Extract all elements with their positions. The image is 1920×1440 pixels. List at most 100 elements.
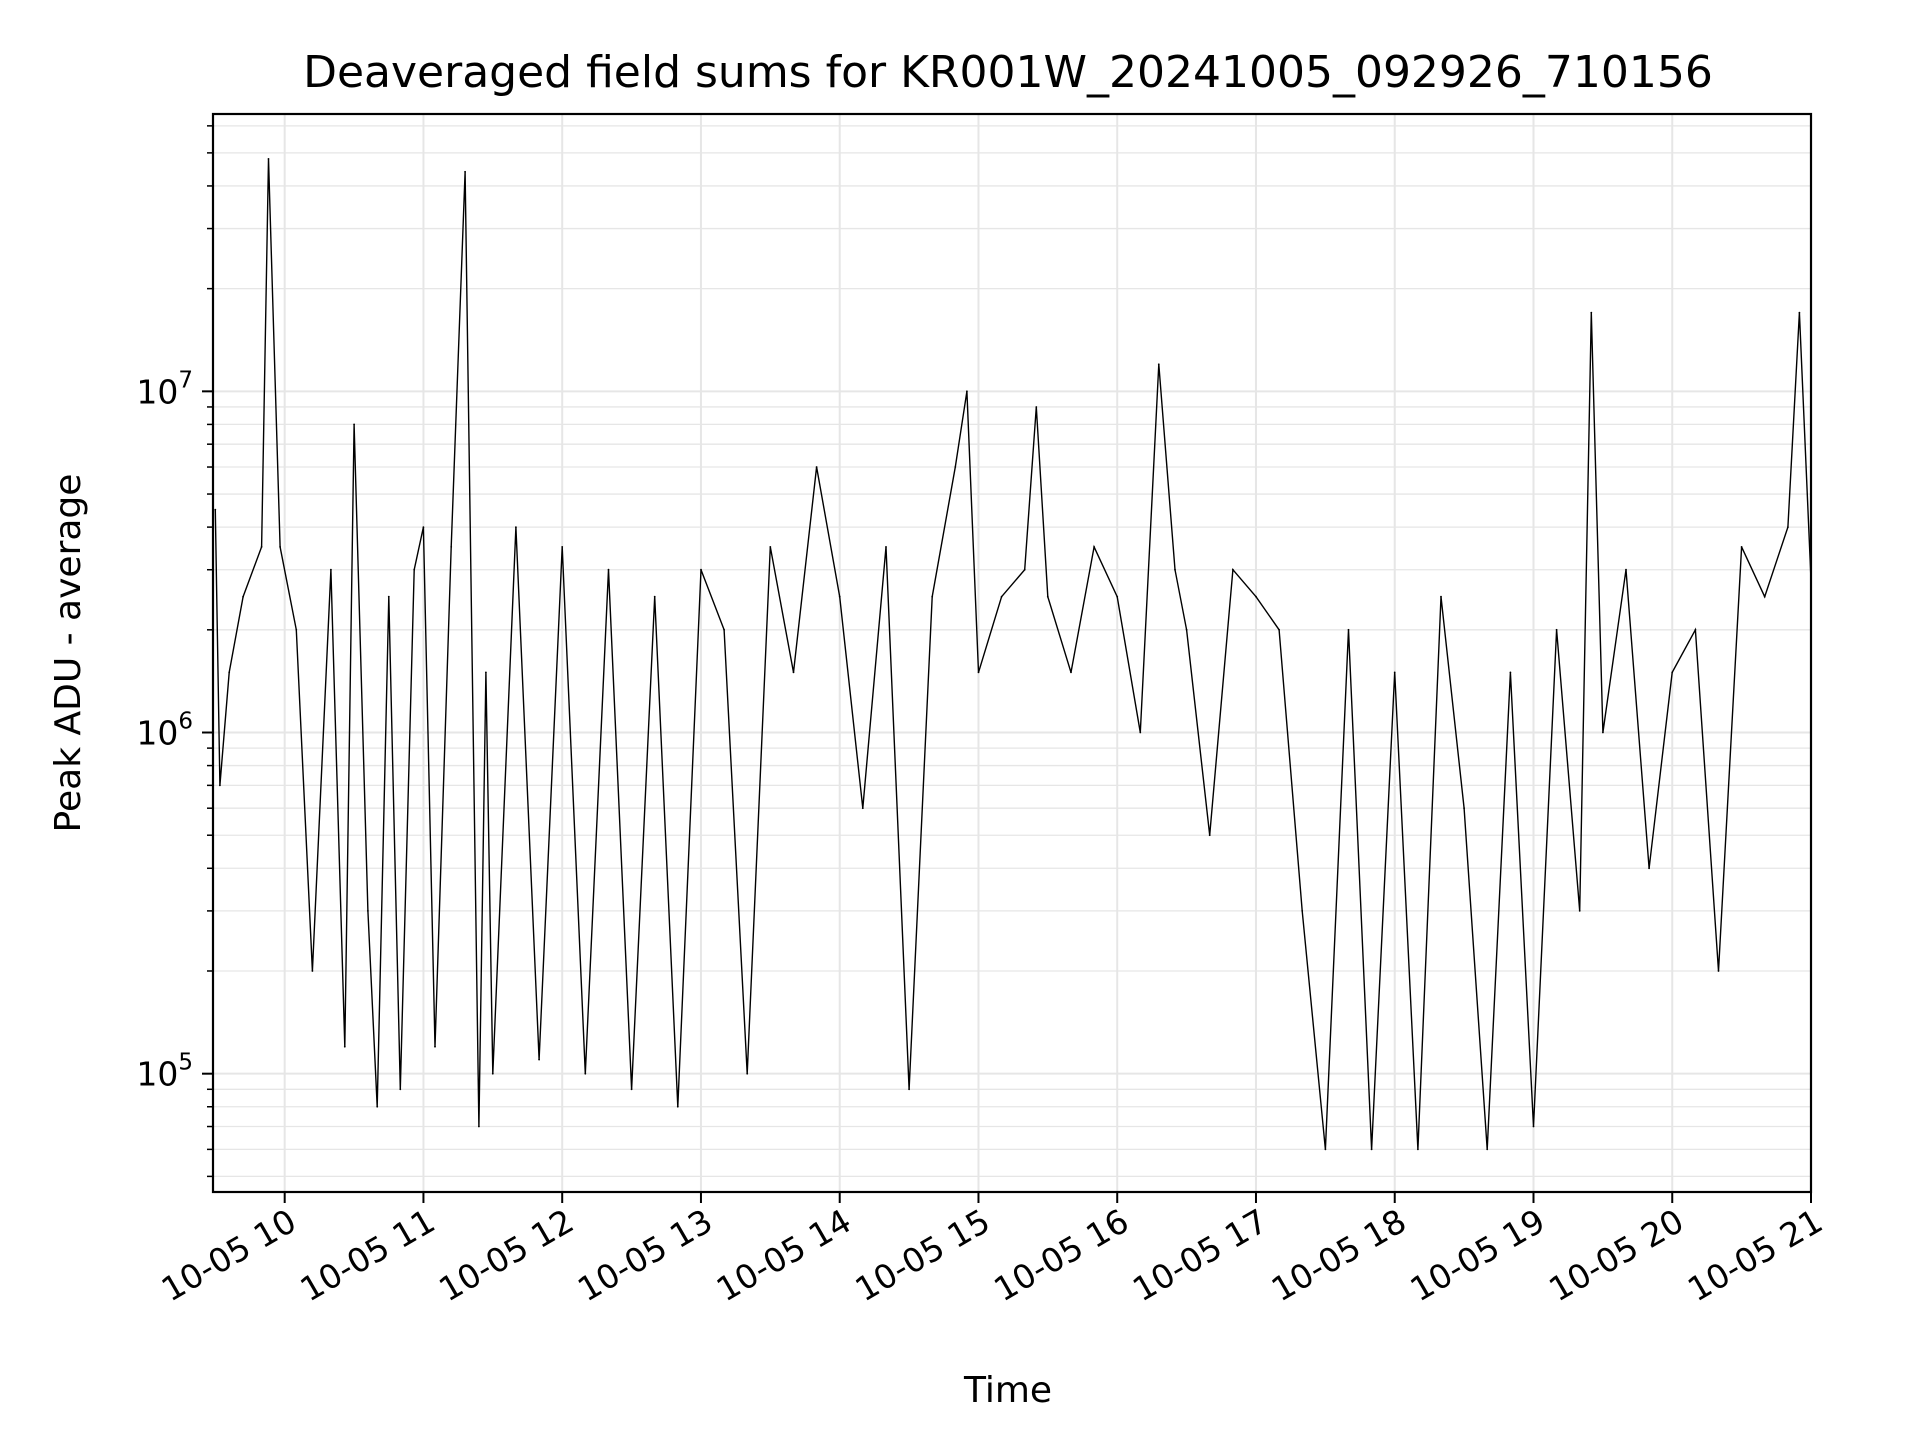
data-point [908, 1088, 910, 1091]
data-point [311, 970, 314, 972]
data-point [1787, 526, 1789, 528]
data-point [1070, 671, 1072, 674]
data-point [464, 170, 466, 173]
data-point [1717, 970, 1720, 972]
y-axis-label: Peak ADU - average [48, 474, 89, 833]
data-point [1157, 363, 1160, 366]
data-point [885, 546, 887, 548]
data-point [353, 423, 355, 426]
data-point [1602, 731, 1604, 734]
data-point [295, 628, 298, 631]
data-point [1370, 1148, 1373, 1151]
data-point [478, 1125, 480, 1128]
data-point [931, 595, 934, 598]
data-point [1000, 595, 1003, 598]
data-point [279, 546, 281, 548]
y-tick-label: 105 [136, 1050, 193, 1094]
y-tick-base: 10 [136, 1055, 178, 1094]
data-point [700, 568, 702, 571]
data-point [607, 568, 610, 571]
data-point [954, 466, 957, 468]
data-point [1347, 628, 1350, 631]
data-point [242, 595, 245, 598]
data-point [1023, 568, 1026, 571]
data-point [422, 526, 425, 528]
data-point [1798, 311, 1801, 314]
data-point [214, 508, 217, 511]
data-point [1440, 595, 1442, 598]
y-tick-exponent: 5 [178, 1050, 193, 1076]
data-point [561, 546, 564, 548]
data-point [1463, 807, 1465, 810]
data-point [746, 1072, 749, 1075]
data-point [1035, 406, 1038, 408]
data-point [343, 1045, 346, 1048]
data-point [1578, 910, 1581, 912]
data-point [1255, 595, 1257, 598]
y-tick-exponent: 7 [178, 367, 193, 393]
data-point [1417, 1148, 1419, 1151]
series-line [214, 158, 1812, 1150]
x-axis-label: Time [963, 1370, 1052, 1411]
y-tick-label: 106 [136, 709, 193, 753]
data-point [1324, 1148, 1327, 1151]
data-point [1278, 628, 1280, 631]
data-point [676, 1105, 679, 1108]
data-point [1648, 867, 1650, 870]
data-point [838, 595, 841, 598]
y-tick-label: 107 [136, 367, 193, 411]
data-point [485, 671, 487, 674]
data-point [1555, 628, 1558, 631]
data-point [584, 1072, 587, 1075]
data-point [450, 546, 453, 548]
data-point [538, 1058, 540, 1061]
data-point [376, 1105, 379, 1108]
y-tick-base: 10 [136, 714, 178, 753]
data-point [723, 628, 725, 631]
data-point [1046, 595, 1049, 598]
data-point [1116, 595, 1119, 598]
chart-title: Deaveraged field sums for KR001W_2024100… [303, 47, 1713, 98]
y-tick-base: 10 [136, 372, 178, 411]
data-point [1486, 1148, 1489, 1151]
data-point [330, 568, 332, 571]
data-point [367, 910, 369, 912]
data-point [434, 1045, 436, 1048]
data-point [792, 671, 795, 674]
plot-frame [211, 112, 1813, 1194]
data-point [630, 1088, 633, 1091]
data-point [1185, 628, 1188, 631]
data-point [1740, 546, 1743, 548]
series-layer [214, 158, 1812, 1151]
data-point [515, 526, 517, 528]
data-point [1509, 671, 1512, 674]
data-point [219, 784, 221, 787]
data-point [966, 390, 968, 393]
data-point [399, 1088, 402, 1091]
data-point [413, 568, 416, 571]
data-point [1625, 568, 1627, 571]
data-point [267, 158, 270, 160]
data-point [1393, 671, 1396, 674]
data-point [769, 546, 772, 548]
data-point [491, 1072, 494, 1075]
data-point [1590, 311, 1593, 314]
data-point [387, 595, 390, 598]
data-point [861, 807, 864, 810]
data-point [653, 595, 656, 598]
data-point [815, 466, 818, 468]
data-point [1093, 546, 1095, 548]
data-point [977, 671, 980, 674]
data-point [1532, 1125, 1535, 1128]
data-point [1174, 568, 1176, 571]
data-point [228, 671, 231, 674]
data-point [260, 546, 263, 548]
data-point [1671, 671, 1674, 674]
data-point [1139, 731, 1142, 734]
data-point [1763, 595, 1766, 598]
data-point [1694, 628, 1697, 631]
data-point [1301, 910, 1304, 912]
